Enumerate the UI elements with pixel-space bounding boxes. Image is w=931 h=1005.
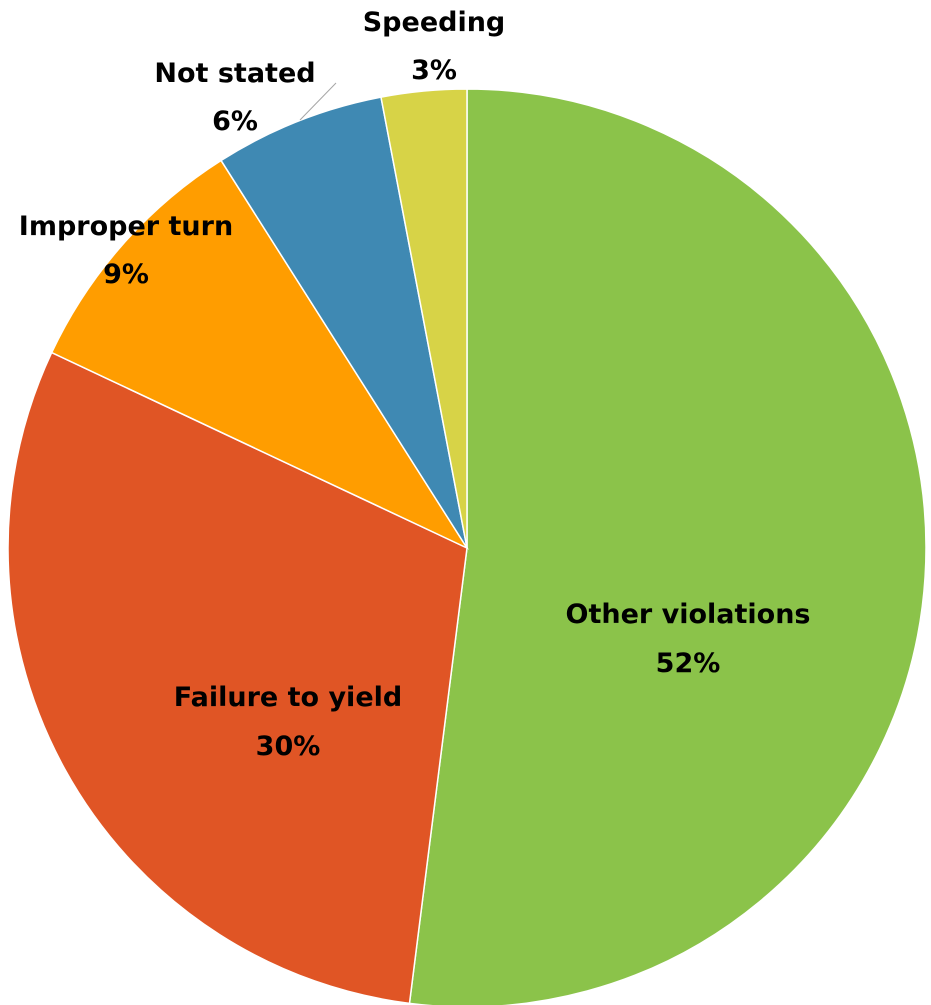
data-label-other-violations: Other violations 52% — [566, 599, 811, 679]
slice-improper-turn — [50, 159, 470, 550]
slice-failure-to-yield — [7, 351, 468, 1005]
slice-not-stated — [220, 96, 468, 549]
data-label-not-stated: Not stated 6% — [154, 58, 315, 137]
slice-label-value: 9% — [103, 259, 149, 290]
slice-label-name: Improper turn — [19, 211, 233, 242]
labels-layer: Other violations 52% Failure to yield 30% Im… — [19, 7, 811, 762]
leader-line-not-stated — [299, 82, 337, 121]
slice-speeding — [380, 88, 468, 549]
slice-label-name: Speeding — [363, 7, 506, 38]
data-label-speeding: Speeding 3% — [363, 7, 506, 86]
slices-layer — [7, 88, 927, 1005]
slice-label-value: 6% — [212, 106, 258, 137]
slice-label-value: 30% — [256, 731, 321, 762]
slice-other-violations — [408, 88, 927, 1005]
slice-label-value: 52% — [656, 648, 721, 679]
slice-label-name: Other violations — [566, 599, 811, 630]
data-label-improper-turn: Improper turn 9% — [19, 211, 233, 290]
data-label-failure-to-yield: Failure to yield 30% — [174, 682, 402, 762]
slice-label-name: Failure to yield — [174, 682, 402, 713]
leader-lines-layer — [299, 82, 337, 121]
slice-label-value: 3% — [411, 55, 457, 86]
slice-label-name: Not stated — [154, 58, 315, 89]
